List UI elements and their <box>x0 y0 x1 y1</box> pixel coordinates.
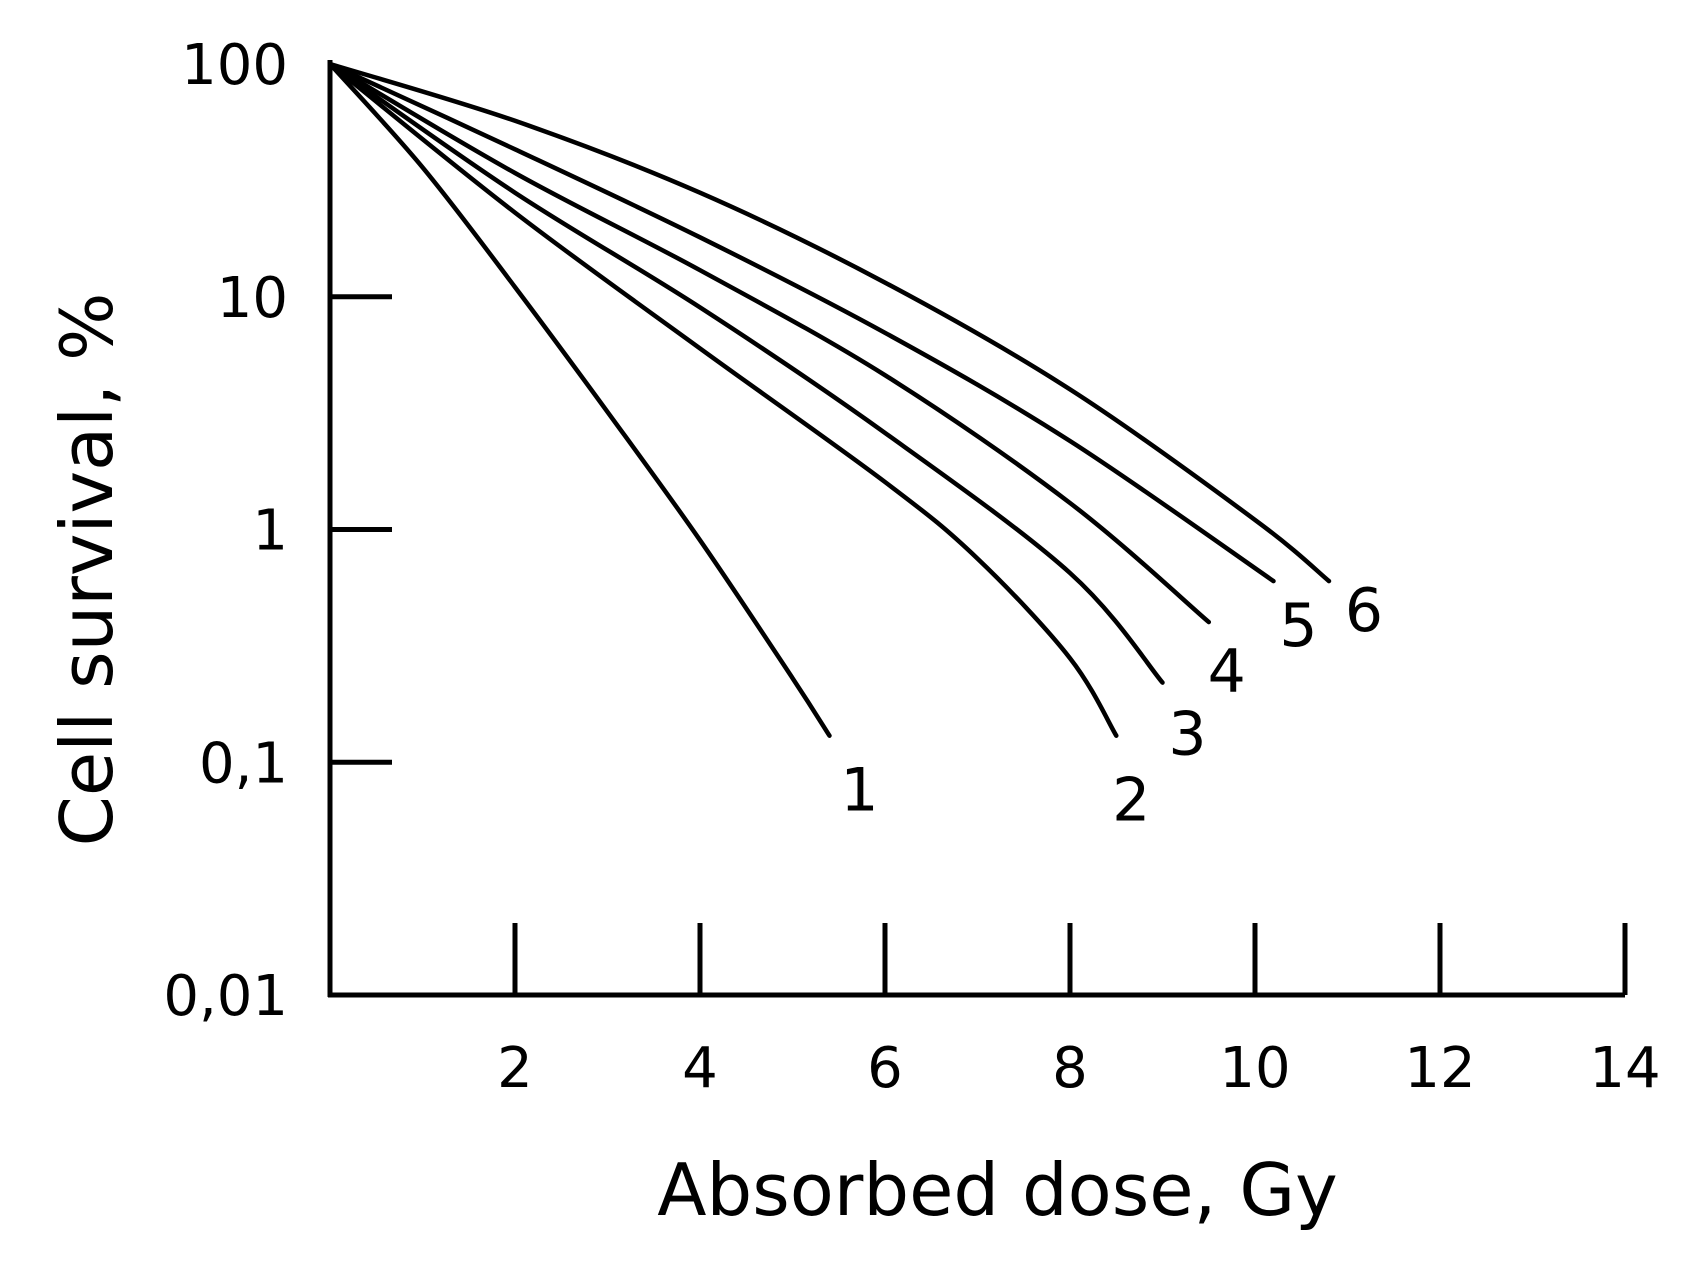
x-tick-label: 4 <box>682 1036 718 1101</box>
y-ticks: 100 10 1 0,1 0,01 <box>163 33 392 1029</box>
y-tick-label: 0,1 <box>199 731 288 796</box>
x-tick-label: 12 <box>1404 1036 1475 1101</box>
curve-label-2: 2 <box>1112 766 1150 836</box>
x-tick-label: 6 <box>867 1036 903 1101</box>
x-axis-title: Absorbed dose, Gy <box>657 1148 1337 1232</box>
x-tick-label: 10 <box>1219 1036 1290 1101</box>
curve-label-6: 6 <box>1345 576 1383 646</box>
y-tick-label: 0,01 <box>163 964 288 1029</box>
survival-curve-6 <box>327 61 1332 584</box>
survival-curve-3 <box>327 61 1165 685</box>
curve-label-4: 4 <box>1208 637 1246 707</box>
x-tick-label: 2 <box>497 1036 533 1101</box>
y-tick-label: 1 <box>252 499 288 564</box>
y-tick-label: 100 <box>181 33 288 98</box>
curve-label-1: 1 <box>840 756 878 826</box>
curve-label-5: 5 <box>1279 591 1317 661</box>
survival-curve-5 <box>327 61 1276 584</box>
x-tick-label: 8 <box>1052 1036 1088 1101</box>
axes <box>327 60 1625 998</box>
x-tick-label: 14 <box>1589 1036 1660 1101</box>
x-ticks: 2 4 6 8 10 12 14 <box>497 923 1661 1101</box>
y-tick-label: 10 <box>217 266 288 331</box>
survival-curves <box>327 61 1332 738</box>
curve-label-3: 3 <box>1168 700 1206 770</box>
survival-curve-4 <box>327 61 1212 625</box>
survival-curve-2 <box>327 61 1119 738</box>
y-axis-title: Cell survival, % <box>45 293 129 847</box>
survival-curve-1 <box>327 61 832 738</box>
